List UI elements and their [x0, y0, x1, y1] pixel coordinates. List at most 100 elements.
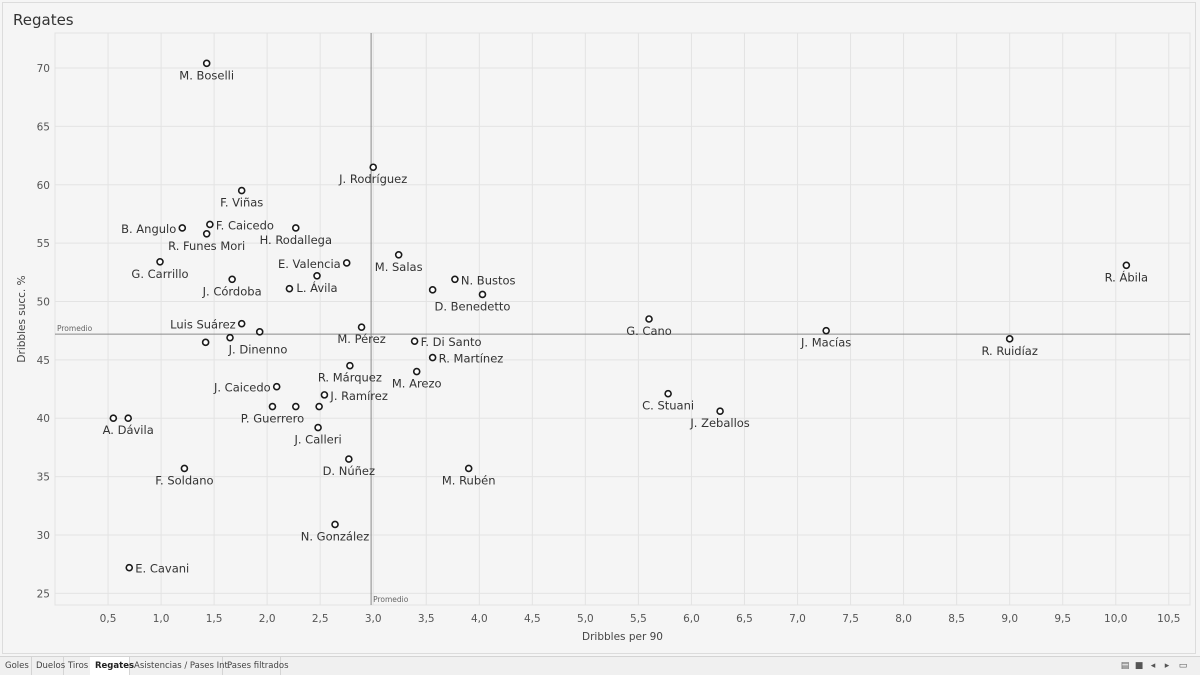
data-point[interactable]	[178, 224, 187, 232]
x-tick-label: 10,5	[1157, 613, 1180, 625]
data-point[interactable]	[716, 407, 724, 416]
data-point[interactable]	[320, 391, 329, 399]
data-point[interactable]	[206, 220, 214, 229]
data-point[interactable]	[357, 323, 366, 331]
data-point[interactable]	[125, 563, 134, 572]
data-point[interactable]	[237, 319, 246, 328]
y-tick-label: 55	[37, 238, 50, 250]
point-label: R. Ruidíaz	[981, 344, 1037, 358]
data-point[interactable]	[255, 328, 264, 336]
point-label: M. Pérez	[337, 332, 385, 346]
data-point[interactable]	[226, 333, 234, 342]
tab-goles[interactable]: Goles	[0, 657, 32, 675]
point-label: N. González	[301, 529, 370, 543]
point-label: M. Salas	[375, 260, 423, 274]
data-point[interactable]	[428, 286, 437, 294]
point-label: G. Carrillo	[131, 267, 188, 281]
data-point[interactable]	[1005, 335, 1014, 343]
x-tick-label: 6,0	[683, 613, 700, 625]
presentation-mode-icon[interactable]: ▭	[1178, 661, 1188, 671]
data-point[interactable]	[202, 59, 211, 68]
data-point[interactable]	[124, 414, 132, 423]
point-label: E. Valencia	[278, 257, 341, 271]
data-point[interactable]	[345, 455, 353, 463]
y-axis-title: Dribbles succ. %	[16, 275, 28, 362]
data-point[interactable]	[394, 250, 403, 259]
tab-pases-filtrados[interactable]: Pases filtrados	[222, 657, 289, 675]
y-tick-label: 45	[37, 355, 50, 367]
gridlines	[54, 32, 1191, 606]
tab-asistencias-pases-int[interactable]: Asistencias / Pases Int.	[129, 657, 231, 675]
point-label: P. Guerrero	[241, 412, 304, 426]
data-point[interactable]	[464, 464, 473, 473]
point-label: F. Caicedo	[216, 218, 274, 232]
point-label: R. Ábila	[1105, 269, 1149, 284]
point-label: M. Rubén	[442, 473, 496, 487]
x-tick-label: 7,5	[842, 613, 859, 625]
data-point[interactable]	[237, 186, 246, 195]
x-tick-label: 6,5	[736, 613, 753, 625]
data-point[interactable]	[1122, 261, 1131, 270]
data-point[interactable]	[291, 224, 300, 232]
data-point[interactable]	[285, 284, 294, 293]
y-tick-label: 25	[37, 588, 50, 600]
data-point[interactable]	[822, 326, 830, 335]
data-point[interactable]	[314, 423, 322, 432]
data-point[interactable]	[228, 275, 236, 284]
data-point[interactable]	[272, 382, 281, 391]
data-point[interactable]	[201, 338, 210, 347]
data-point[interactable]	[180, 464, 189, 473]
data-point[interactable]	[313, 272, 321, 280]
previous-sheet-icon[interactable]: ◂	[1150, 661, 1156, 671]
data-point[interactable]	[428, 353, 437, 362]
x-average-label: Promedio	[373, 595, 409, 604]
y-tick-label: 40	[37, 413, 50, 425]
point-label: R. Márquez	[318, 371, 382, 385]
data-point[interactable]	[342, 259, 351, 267]
x-tick-label: 2,0	[259, 613, 276, 625]
x-tick-label: 8,5	[948, 613, 965, 625]
data-point[interactable]	[315, 402, 323, 411]
data-point[interactable]	[331, 520, 339, 529]
tab-regates[interactable]: Regates	[90, 657, 134, 675]
data-point[interactable]	[410, 337, 419, 345]
data-point[interactable]	[291, 402, 300, 411]
point-label: J. Ramírez	[329, 389, 387, 403]
x-tick-label: 2,5	[312, 613, 329, 625]
point-label: J. Córdoba	[202, 284, 262, 298]
point-label: Luis Suárez	[170, 318, 236, 332]
next-sheet-icon[interactable]: ▸	[1164, 661, 1170, 671]
point-label: D. Benedetto	[435, 299, 511, 313]
data-point[interactable]	[109, 414, 118, 423]
x-tick-label: 1,0	[153, 613, 170, 625]
y-tick-label: 50	[37, 296, 50, 308]
point-label: F. Soldano	[155, 473, 213, 487]
point-label: J. Zeballos	[689, 416, 749, 430]
data-point[interactable]	[645, 315, 653, 323]
filmstrip-icon[interactable]: ■	[1134, 661, 1144, 671]
x-axis-title: Dribbles per 90	[582, 631, 663, 643]
sheet-sorter-icon[interactable]: ▤	[1120, 661, 1130, 671]
data-point[interactable]	[268, 402, 277, 411]
point-label: E. Cavani	[135, 562, 189, 576]
data-point[interactable]	[202, 229, 211, 238]
y-tick-label: 65	[37, 121, 50, 133]
point-label: H. Rodallega	[260, 233, 332, 247]
data-point[interactable]	[664, 389, 672, 398]
data-point[interactable]	[412, 367, 421, 376]
data-point[interactable]	[369, 163, 378, 172]
x-tick-label: 4,0	[471, 613, 488, 625]
data-point[interactable]	[451, 275, 459, 284]
point-label: D. Núñez	[323, 464, 375, 478]
data-point[interactable]	[156, 257, 164, 266]
x-tick-label: 1,5	[206, 613, 223, 625]
data-point[interactable]	[346, 361, 354, 370]
y-tick-label: 70	[37, 63, 50, 75]
point-label: M. Boselli	[179, 68, 234, 82]
point-label: J. Caicedo	[213, 381, 271, 395]
sheet-title: Regates	[13, 11, 74, 29]
tab-tiros[interactable]: Tiros	[63, 657, 91, 675]
tab-duelos[interactable]: Duelos	[31, 657, 65, 675]
x-tick-label: 9,0	[1001, 613, 1018, 625]
data-point[interactable]	[478, 290, 487, 299]
